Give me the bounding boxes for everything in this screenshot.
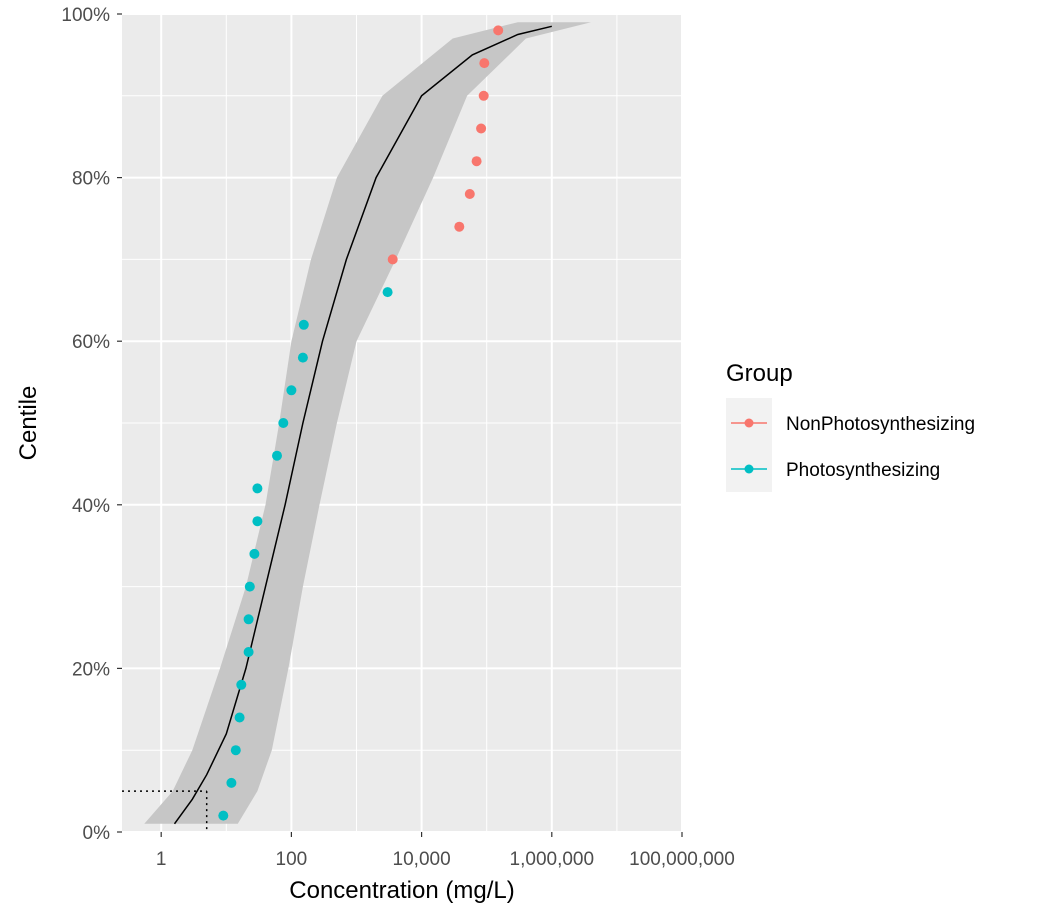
point-photosynthesizing bbox=[234, 712, 245, 723]
legend-key-photosynthesizing bbox=[731, 464, 767, 474]
legend-keys-background bbox=[726, 398, 772, 492]
y-tick-label: 60% bbox=[72, 332, 110, 353]
point-photosynthesizing bbox=[272, 450, 282, 461]
y-axis-title: Centile bbox=[15, 386, 42, 461]
y-tick-label: 40% bbox=[72, 496, 110, 517]
legend-key-dot-photosynthesizing bbox=[744, 464, 754, 474]
point-photosynthesizing bbox=[218, 810, 229, 821]
point-photosynthesizing bbox=[252, 483, 263, 494]
legend-title: Group bbox=[726, 360, 793, 387]
data-points-layer bbox=[218, 25, 504, 821]
legend-label-nonphotosynthesizing: NonPhotosynthesizing bbox=[786, 414, 975, 435]
point-nonphotosynthesizing bbox=[478, 90, 489, 101]
point-photosynthesizing bbox=[226, 777, 237, 788]
x-tick-label: 1,000,000 bbox=[510, 849, 595, 870]
point-nonphotosynthesizing bbox=[493, 25, 504, 36]
point-photosynthesizing bbox=[244, 581, 255, 592]
fitted-curve-layer bbox=[173, 25, 552, 825]
hc5-marker-layer bbox=[122, 790, 208, 832]
point-photosynthesizing bbox=[236, 679, 247, 690]
legend-label-photosynthesizing: Photosynthesizing bbox=[786, 460, 940, 481]
x-tick-label: 10,000 bbox=[393, 849, 451, 870]
point-photosynthesizing bbox=[278, 418, 289, 428]
point-nonphotosynthesizing bbox=[471, 156, 482, 167]
point-nonphotosynthesizing bbox=[476, 123, 487, 134]
point-photosynthesizing bbox=[298, 319, 309, 330]
legend-key-nonphotosynthesizing bbox=[731, 418, 767, 428]
point-nonphotosynthesizing bbox=[464, 189, 475, 199]
fitted-curve bbox=[173, 25, 552, 825]
minor-gridlines bbox=[122, 14, 682, 832]
x-axis-title: Concentration (mg/L) bbox=[289, 877, 514, 904]
y-tick-label: 80% bbox=[72, 169, 110, 190]
point-photosynthesizing bbox=[382, 287, 393, 298]
y-tick-label: 100% bbox=[61, 5, 110, 26]
point-photosynthesizing bbox=[243, 614, 254, 625]
x-tick-label: 1 bbox=[156, 849, 167, 870]
y-tick-label: 0% bbox=[83, 823, 111, 844]
y-tick-label: 20% bbox=[72, 659, 110, 680]
point-photosynthesizing bbox=[297, 352, 308, 363]
point-photosynthesizing bbox=[249, 548, 260, 559]
x-tick-label: 100,000,000 bbox=[629, 849, 735, 870]
x-axis-ticks: 1 100 10,000 1,000,000 100,000,000 bbox=[156, 832, 735, 870]
legend-key-dot-nonphotosynthesizing bbox=[744, 418, 754, 428]
y-axis-ticks: 0% 20% 40% 60% 80% 100% bbox=[61, 5, 122, 844]
point-photosynthesizing bbox=[252, 516, 263, 527]
point-photosynthesizing bbox=[243, 647, 254, 657]
legend: Group NonPhotosynthesizing Photosynthesi… bbox=[726, 360, 975, 492]
point-nonphotosynthesizing bbox=[454, 221, 465, 232]
point-nonphotosynthesizing bbox=[387, 254, 398, 265]
point-photosynthesizing bbox=[286, 385, 297, 396]
x-tick-label: 100 bbox=[276, 849, 308, 870]
point-photosynthesizing bbox=[230, 745, 241, 756]
point-nonphotosynthesizing bbox=[479, 58, 490, 69]
